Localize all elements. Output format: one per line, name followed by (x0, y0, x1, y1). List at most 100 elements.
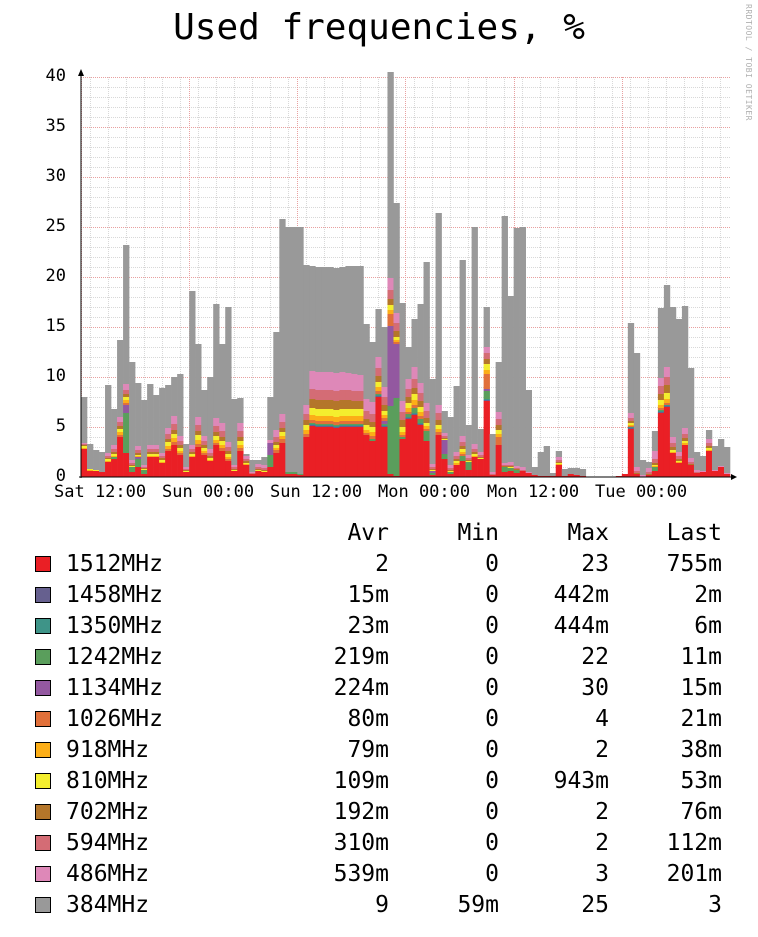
bar-segment-1512MHz (495, 445, 502, 477)
bar-segment-918MHz (459, 452, 466, 454)
bar-segment-918MHz (669, 452, 677, 453)
bar-segment-702MHz (477, 457, 484, 458)
bar-segment-486MHz (195, 417, 202, 425)
bar-segment-594MHz (645, 472, 653, 474)
bar-segment-918MHz (327, 416, 334, 421)
bar-segment-1512MHz (93, 471, 100, 477)
bar-segment-1512MHz (687, 465, 695, 477)
legend-name: 1350MHz (66, 613, 163, 639)
bar-segment-918MHz (423, 426, 430, 429)
bar-segment-384MHz (465, 425, 472, 455)
bar-segment-810MHz (165, 442, 172, 446)
bar-segment-486MHz (339, 372, 346, 390)
bar-segment-384MHz (429, 379, 436, 464)
bar-segment-1458MHz (357, 426, 364, 427)
legend-row: 384MHz 9 59m 25 3 (0, 890, 758, 921)
bar-segment-384MHz (459, 260, 466, 436)
bar-segment-810MHz (477, 458, 484, 459)
bar-segment-486MHz (369, 402, 376, 414)
bar-segment-918MHz (555, 464, 563, 465)
bar-segment-594MHz (309, 389, 316, 399)
bar-segment-1026MHz (387, 314, 394, 326)
bar-segment-1350MHz (381, 425, 388, 426)
bar-segment-810MHz (177, 448, 184, 451)
bar-segment-594MHz (321, 390, 328, 400)
bar-segment-702MHz (453, 459, 460, 461)
bar-segment-486MHz (105, 453, 112, 456)
bar-segment-810MHz (381, 411, 388, 415)
bar-segment-594MHz (243, 459, 250, 461)
bar-segment-594MHz (345, 390, 352, 400)
bar-segment-810MHz (555, 463, 563, 464)
bar-segment-486MHz (387, 278, 394, 290)
bar-segment-1026MHz (321, 421, 328, 424)
bar-segment-384MHz (711, 446, 719, 470)
bar-segment-810MHz (411, 394, 418, 400)
bar-segment-702MHz (213, 432, 220, 436)
legend-max: 25 (581, 892, 609, 918)
bar-segment-702MHz (447, 470, 454, 471)
bar-segment-702MHz (429, 469, 436, 470)
bar-segment-486MHz (501, 463, 508, 465)
legend-name: 810MHz (66, 768, 150, 794)
y-tick-label: 0 (55, 466, 66, 486)
bar-segment-1242MHz (111, 457, 118, 459)
bar-segment-486MHz (681, 428, 689, 434)
bar-segment-1026MHz (327, 421, 334, 424)
bar-segment-594MHz (681, 434, 689, 438)
bar-segment-486MHz (147, 445, 154, 449)
bar-segment-1512MHz (429, 475, 436, 477)
bar-segment-384MHz (213, 304, 220, 418)
bar-segment-486MHz (171, 416, 178, 424)
header-min: Min (457, 520, 499, 546)
bar-segment-594MHz (315, 390, 322, 400)
bar-segment-1512MHz (399, 439, 406, 477)
bar-segment-810MHz (81, 446, 88, 448)
bar-segment-702MHz (321, 400, 328, 409)
bar-segment-1026MHz (435, 432, 442, 435)
bar-segment-384MHz (435, 213, 442, 405)
bar-segment-1512MHz (201, 455, 208, 477)
bar-segment-486MHz (249, 472, 256, 473)
bar-segment-384MHz (183, 444, 190, 467)
bar-segment-1242MHz (345, 424, 352, 425)
bar-segment-810MHz (213, 436, 220, 440)
bar-segment-384MHz (441, 411, 448, 433)
legend-row: 594MHz 310m 0 2 112m (0, 828, 758, 859)
bar-segment-918MHz (471, 456, 478, 457)
bar-segment-384MHz (717, 439, 725, 466)
bar-segment-384MHz (171, 377, 178, 416)
bar-segment-918MHz (105, 461, 112, 462)
bar-segment-384MHz (699, 456, 707, 471)
bar-segment-810MHz (279, 432, 286, 436)
bar-segment-810MHz (93, 470, 100, 471)
bar-segment-384MHz (153, 395, 160, 445)
bar-segment-702MHz (81, 445, 88, 446)
bar-segment-594MHz (453, 456, 460, 459)
bar-segment-1512MHz (663, 407, 671, 477)
legend-row: 1134MHz 224m 0 30 15m (0, 673, 758, 704)
bar-segment-702MHz (123, 394, 130, 397)
bar-segment-1134MHz (135, 457, 142, 459)
bar-segment-918MHz (111, 456, 118, 457)
bar-segment-384MHz (81, 397, 88, 443)
legend-name: 1242MHz (66, 644, 163, 670)
bar-segment-594MHz (165, 434, 172, 439)
bar-segment-384MHz (363, 324, 370, 399)
bar-segment-486MHz (189, 445, 196, 449)
bar-segment-1512MHz (141, 474, 148, 477)
bar-segment-486MHz (411, 367, 418, 379)
bar-segment-486MHz (447, 465, 454, 468)
bar-segment-594MHz (117, 422, 124, 426)
legend-swatch (35, 587, 51, 603)
bar-segment-1458MHz (405, 418, 412, 419)
bar-segment-918MHz (345, 416, 352, 421)
bar-segment-1242MHz (135, 459, 142, 467)
bar-segment-1134MHz (267, 443, 274, 455)
bar-segment-1512MHz (231, 471, 238, 477)
bar-segment-810MHz (309, 408, 316, 415)
bar-segment-384MHz (123, 245, 130, 384)
bar-segment-702MHz (207, 456, 214, 458)
bar-segment-1512MHz (99, 472, 106, 477)
bar-segment-702MHz (117, 426, 124, 429)
